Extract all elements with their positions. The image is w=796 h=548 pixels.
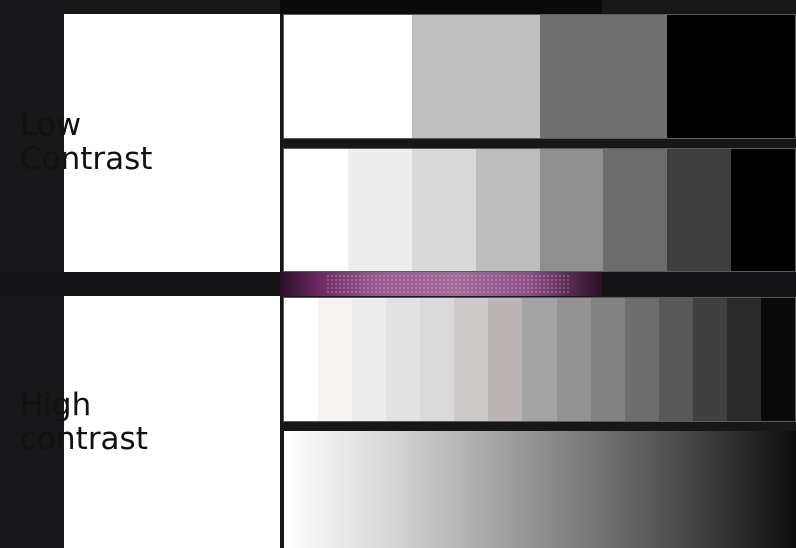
low8-swatch-6 xyxy=(603,149,668,271)
high-swatch-2 xyxy=(318,298,353,421)
top-dark-strip xyxy=(280,0,602,14)
high-swatch-11 xyxy=(624,298,659,421)
high-swatch-1 xyxy=(284,298,319,421)
high-swatch-15 xyxy=(760,298,795,421)
low8-swatch-5 xyxy=(539,149,604,271)
high-swatch-13 xyxy=(692,298,727,421)
high-contrast-step-strip xyxy=(283,297,796,422)
continuous-gradient xyxy=(284,431,796,548)
high-swatch-6 xyxy=(454,298,489,421)
glow-band xyxy=(280,272,602,296)
high-swatch-9 xyxy=(556,298,591,421)
high-swatch-7 xyxy=(488,298,523,421)
high-swatch-12 xyxy=(658,298,693,421)
high-contrast-label: High contrast xyxy=(20,387,148,457)
low8-swatch-2 xyxy=(347,149,412,271)
high-swatch-14 xyxy=(726,298,761,421)
low8-swatch-7 xyxy=(667,149,732,271)
low-contrast-4-step-strip xyxy=(283,14,796,139)
low8-swatch-3 xyxy=(411,149,476,271)
high-swatch-5 xyxy=(420,298,455,421)
low4-swatch-3 xyxy=(539,15,668,138)
low8-swatch-4 xyxy=(475,149,540,271)
low-contrast-label: Low Contrast xyxy=(20,107,153,177)
low4-swatch-4 xyxy=(667,15,795,138)
glow-dots xyxy=(326,274,570,294)
high-swatch-10 xyxy=(590,298,625,421)
high-swatch-3 xyxy=(352,298,387,421)
low4-swatch-2 xyxy=(411,15,540,138)
high-swatch-4 xyxy=(386,298,421,421)
low4-swatch-1 xyxy=(284,15,412,138)
low8-swatch-8 xyxy=(731,149,795,271)
low-contrast-8-step-strip xyxy=(283,148,796,272)
low8-swatch-1 xyxy=(284,149,348,271)
high-swatch-8 xyxy=(522,298,557,421)
